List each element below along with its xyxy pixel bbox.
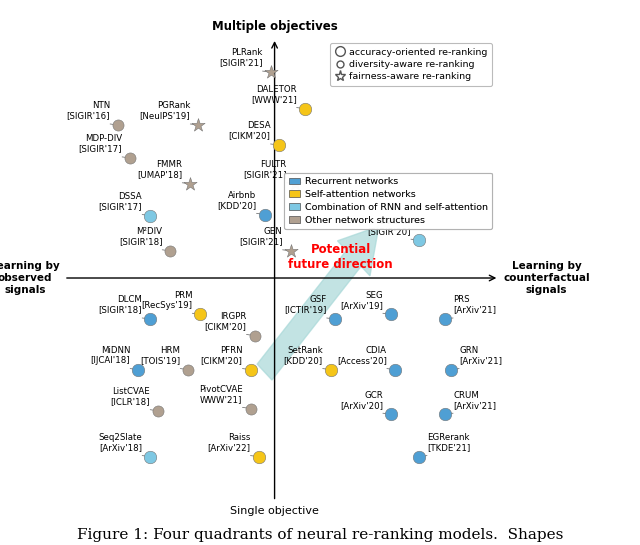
- Polygon shape: [257, 226, 379, 380]
- Point: [253, 452, 264, 461]
- Text: Multiple objectives: Multiple objectives: [212, 21, 337, 33]
- Text: MDP-DIV
[SIGIR'17]: MDP-DIV [SIGIR'17]: [79, 134, 122, 153]
- Text: GCR
[ArXiv'20]: GCR [ArXiv'20]: [340, 391, 383, 410]
- Text: Seq2Slate
[ArXiv'18]: Seq2Slate [ArXiv'18]: [99, 433, 142, 452]
- Text: Airbnb
[KDD'20]: Airbnb [KDD'20]: [218, 191, 257, 210]
- Point: [446, 365, 456, 374]
- Point: [193, 121, 204, 130]
- Point: [440, 315, 450, 324]
- Point: [300, 104, 310, 113]
- Point: [259, 210, 269, 219]
- Text: DALETOR
[WWW'21]: DALETOR [WWW'21]: [251, 85, 297, 104]
- Text: IRGPR
[CIKM'20]: IRGPR [CIKM'20]: [205, 312, 246, 331]
- Text: PLRank
[SIGIR'21]: PLRank [SIGIR'21]: [219, 49, 262, 68]
- Text: PRM
[RecSys'19]: PRM [RecSys'19]: [141, 290, 193, 310]
- Point: [285, 246, 296, 255]
- Text: PFRN
[CIKM'20]: PFRN [CIKM'20]: [200, 346, 243, 365]
- Text: FMMR
[UMAP'18]: FMMR [UMAP'18]: [137, 160, 182, 179]
- Point: [386, 410, 396, 419]
- Text: Figure 1: Four quadrants of neural re-ranking models.  Shapes: Figure 1: Four quadrants of neural re-ra…: [77, 528, 563, 542]
- Text: DVGAN
[SIGIR'20]: DVGAN [SIGIR'20]: [367, 216, 411, 235]
- Point: [266, 68, 276, 77]
- Point: [185, 180, 195, 189]
- Point: [250, 331, 260, 340]
- Point: [414, 236, 424, 245]
- Point: [165, 246, 175, 255]
- Text: M²DIV
[SIGIR'18]: M²DIV [SIGIR'18]: [119, 227, 163, 246]
- Legend: Recurrent networks, Self-attention networks, Combination of RNN and self-attenti: Recurrent networks, Self-attention netwo…: [284, 173, 492, 229]
- Point: [386, 310, 396, 319]
- Text: SetRank
[KDD'20]: SetRank [KDD'20]: [284, 346, 323, 365]
- Point: [440, 410, 450, 419]
- Point: [125, 154, 135, 162]
- Point: [414, 452, 424, 461]
- Point: [113, 121, 124, 130]
- Text: ListCVAE
[ICLR'18]: ListCVAE [ICLR'18]: [111, 387, 150, 406]
- Point: [145, 211, 156, 220]
- Text: Potential
future direction: Potential future direction: [289, 243, 393, 271]
- Text: CDIA
[Access'20]: CDIA [Access'20]: [337, 346, 387, 365]
- Point: [330, 315, 340, 324]
- Text: MiDNN
[IJCAI'18]: MiDNN [IJCAI'18]: [90, 346, 130, 365]
- Point: [289, 180, 300, 189]
- Text: DSSA
[SIGIR'17]: DSSA [SIGIR'17]: [99, 192, 142, 211]
- Point: [145, 452, 156, 461]
- Text: HRM
[TOIS'19]: HRM [TOIS'19]: [140, 346, 180, 365]
- Text: PRS
[ArXiv'21]: PRS [ArXiv'21]: [453, 295, 496, 314]
- Text: Learning by
counterfactual
signals: Learning by counterfactual signals: [503, 261, 590, 295]
- Point: [153, 407, 163, 415]
- Text: GEN
[SIGIR'21]: GEN [SIGIR'21]: [239, 227, 283, 246]
- Text: EGRerank
[TKDE'21]: EGRerank [TKDE'21]: [427, 433, 470, 452]
- Text: Single objective: Single objective: [230, 506, 319, 516]
- Point: [245, 404, 255, 413]
- Point: [390, 365, 400, 374]
- Point: [145, 315, 156, 324]
- Point: [183, 365, 193, 374]
- Point: [273, 141, 284, 149]
- Point: [245, 365, 255, 374]
- Text: DLCM
[SIGIR'18]: DLCM [SIGIR'18]: [99, 295, 142, 314]
- Text: PivotCVAE
WWW'21]: PivotCVAE WWW'21]: [199, 385, 243, 404]
- Text: DESA
[CIKM'20]: DESA [CIKM'20]: [228, 122, 271, 141]
- Text: PGRank
[NeuIPS'19]: PGRank [NeuIPS'19]: [140, 101, 190, 120]
- Text: GSF
[ICTIR'19]: GSF [ICTIR'19]: [284, 295, 327, 314]
- Text: NTN
[SIGIR'16]: NTN [SIGIR'16]: [67, 101, 110, 120]
- Point: [195, 310, 205, 319]
- Point: [133, 365, 143, 374]
- Text: SEG
[ArXiv'19]: SEG [ArXiv'19]: [340, 290, 383, 310]
- Text: Raiss
[ArXiv'22]: Raiss [ArXiv'22]: [207, 433, 250, 452]
- Point: [326, 365, 336, 374]
- Text: Learning by
observed
signals: Learning by observed signals: [0, 261, 60, 295]
- Text: GRN
[ArXiv'21]: GRN [ArXiv'21]: [459, 346, 502, 365]
- Text: CRUM
[ArXiv'21]: CRUM [ArXiv'21]: [453, 391, 496, 410]
- Text: FULTR
[SIGIR'21]: FULTR [SIGIR'21]: [243, 160, 287, 179]
